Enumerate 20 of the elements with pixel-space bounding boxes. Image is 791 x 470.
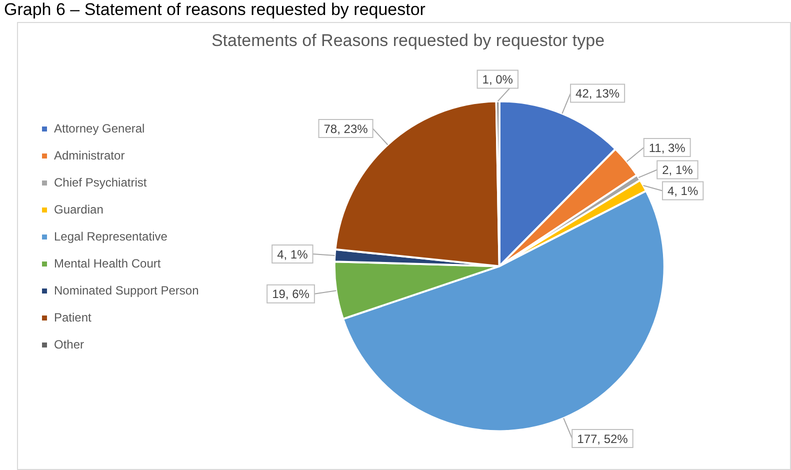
legend-label: Other	[54, 337, 84, 352]
data-label: 11, 3%	[648, 140, 686, 155]
data-label: 78, 23%	[324, 122, 368, 136]
legend-label: Nominated Support Person	[54, 283, 199, 298]
legend-label: Attorney General	[54, 121, 145, 136]
data-label: 1, 0%	[482, 72, 514, 87]
legend-label: Legal Representative	[54, 229, 168, 244]
data-label: 177, 52%	[577, 432, 628, 446]
caption: Graph 6 – Statement of reasons requested by requestor	[4, 0, 426, 20]
legend-label: Administrator	[54, 148, 125, 162]
data-label: 19, 6%	[272, 287, 310, 302]
chart-title: Statements of Reasons requested by requestor type	[211, 30, 605, 50]
data-label: 2, 1%	[662, 163, 694, 178]
data-label: 4, 1%	[667, 184, 698, 198]
legend-label: Mental Health Court	[54, 256, 162, 270]
legend-label: Guardian	[54, 202, 104, 216]
legend-label: Patient	[54, 310, 92, 324]
data-label: 4, 1%	[277, 247, 308, 262]
legend-label: Chief Psychiatrist	[54, 175, 148, 190]
data-label: 42, 13%	[576, 86, 620, 101]
